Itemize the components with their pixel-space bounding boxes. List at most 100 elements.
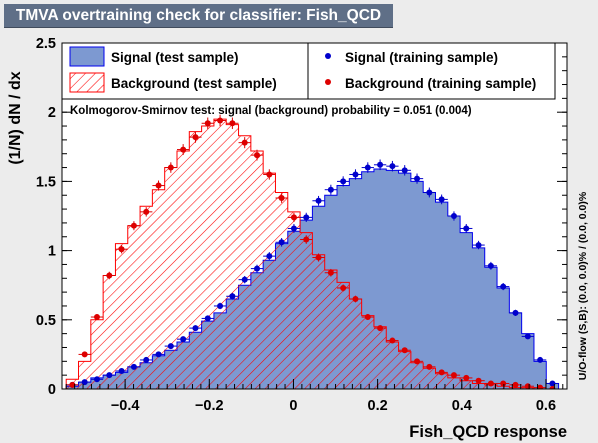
y-tick-label: 1.5: [36, 174, 56, 190]
signal-train-point: [164, 343, 177, 350]
background-train-point: [201, 117, 214, 130]
background-train-point: [213, 114, 227, 127]
background-train-point: [373, 325, 387, 332]
signal-train-point: [250, 264, 264, 273]
signal-train-point: [509, 309, 522, 316]
signal-train-point: [398, 165, 411, 176]
signal-train-point: [435, 194, 448, 205]
y-tick-label: 0: [48, 382, 56, 398]
legend-entry-signal-test: Signal (test sample): [69, 46, 239, 67]
background-test-swatch: [69, 72, 105, 93]
signal-train-point: [176, 336, 190, 343]
y-tick-label: 1: [48, 244, 56, 260]
legend-label-background-train: Background (training sample): [345, 76, 536, 91]
signal-train-point: [287, 223, 301, 233]
background-train-point: [484, 380, 498, 387]
signal-train-point: [152, 351, 165, 358]
background-train-point: [398, 347, 411, 354]
signal-train-point: [140, 356, 153, 363]
signal-test-swatch: [69, 46, 105, 67]
signal-train-point: [226, 292, 239, 300]
signal-train-marker: [325, 53, 331, 59]
signal-train-point: [324, 184, 338, 195]
signal-train-point: [410, 173, 424, 184]
chart-title-box: TMVA overtraining check for classifier: …: [4, 4, 393, 28]
background-train-point: [189, 131, 202, 143]
signal-train-point: [386, 160, 399, 172]
signal-train-point: [312, 195, 325, 206]
background-train-point: [127, 221, 141, 231]
background-train-point: [164, 162, 177, 173]
signal-train-point: [472, 240, 485, 250]
signal-train-point: [238, 275, 251, 284]
signal-train-point: [78, 379, 91, 386]
background-train-point: [533, 384, 547, 389]
legend-label-background-test: Background (test sample): [111, 76, 277, 91]
background-train-marker: [325, 79, 331, 85]
axis-layer: 0 0.5 1 1.5 2 2.5 −0.4 −0.2 0 0.2 0.4 0.6: [36, 36, 567, 414]
background-train-point: [250, 149, 264, 161]
background-train-point: [423, 363, 436, 370]
background-train-point: [176, 144, 190, 156]
signal-train-point: [263, 252, 276, 261]
signal-train-point: [484, 261, 498, 270]
background-train-point: [386, 337, 399, 344]
legend-label-signal-test: Signal (test sample): [111, 50, 239, 65]
x-tick-label: 0.6: [536, 398, 556, 414]
background-train-point: [435, 369, 448, 376]
x-tick-label: 0.2: [368, 398, 388, 414]
x-tick-label: −0.2: [195, 398, 224, 414]
overflow-text: U/O-flow (S,B): (0.0, 0.0)% / (0.0, 0.0)…: [577, 191, 589, 380]
legend-entry-background-test: Background (test sample): [69, 72, 277, 93]
ks-test-text: Kolmogorov-Smirnov test: signal (backgro…: [70, 105, 472, 117]
legend-entry-signal-train: Signal (training sample): [325, 50, 498, 65]
x-tick-label: 0: [289, 398, 297, 414]
background-train-point: [300, 235, 313, 244]
signal-train-point: [90, 376, 104, 383]
background-train-point: [140, 207, 153, 217]
background-test-histogram: [65, 118, 559, 389]
background-train-point: [115, 245, 128, 254]
signal-train-point: [213, 302, 227, 310]
chart-title: TMVA overtraining check for classifier: …: [15, 7, 382, 24]
background-train-point: [349, 295, 362, 303]
signal-train-point: [349, 169, 362, 180]
signal-train-point: [337, 176, 350, 187]
background-train-point: [263, 169, 276, 180]
signal-train-point: [275, 238, 288, 247]
x-tick-label: 0.4: [452, 398, 472, 414]
signal-train-point: [447, 211, 461, 221]
background-train-point: [152, 180, 165, 191]
y-tick-label: 0.5: [36, 313, 56, 329]
background-train-point: [238, 137, 251, 149]
background-train-point: [472, 377, 485, 384]
signal-train-point: [533, 356, 547, 363]
background-train-point: [361, 314, 374, 321]
signal-train-point: [103, 372, 116, 379]
signal-train-point: [115, 368, 128, 375]
signal-train-point: [460, 223, 473, 233]
background-train-point: [497, 380, 510, 387]
background-train-point: [312, 253, 325, 262]
background-train-point: [447, 372, 461, 379]
training-points-layer: [66, 114, 559, 389]
y-axis-label: (1/N) dN / dx: [7, 71, 24, 164]
signal-train-point: [497, 283, 510, 291]
legend-label-signal-train: Signal (training sample): [345, 50, 498, 65]
background-train-point: [103, 271, 116, 280]
x-tick-label: −0.4: [111, 398, 140, 414]
signal-train-point: [521, 333, 534, 340]
signal-train-point: [361, 162, 374, 173]
y-tick-label: 2: [48, 105, 56, 121]
y-tick-label: 2.5: [36, 36, 56, 52]
x-axis-label: Fish_QCD response: [409, 423, 567, 441]
background-train-point: [275, 193, 288, 203]
signal-train-point: [373, 159, 387, 171]
signal-train-point: [300, 212, 313, 223]
background-train-point: [287, 212, 301, 223]
signal-train-point: [189, 325, 202, 332]
signal-train-point: [423, 187, 436, 198]
signal-train-point: [127, 363, 141, 370]
background-train-point: [460, 374, 473, 381]
